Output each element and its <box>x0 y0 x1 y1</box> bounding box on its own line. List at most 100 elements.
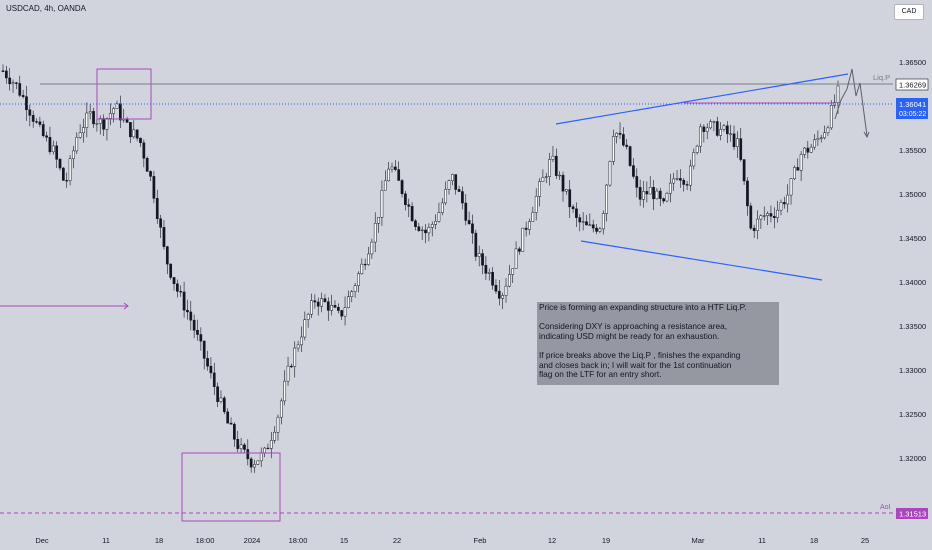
note-line: Considering DXY is approaching a resista… <box>539 321 728 332</box>
candle-body <box>303 319 307 338</box>
note-line: and closes back in; I will wait for the … <box>539 359 732 370</box>
candle-body <box>632 165 635 177</box>
candle-body <box>504 285 508 296</box>
candle-body <box>390 166 394 170</box>
candle-body <box>712 121 716 123</box>
analysis-note[interactable]: Price is forming an expanding structure … <box>537 302 779 385</box>
x-tick-label: 18 <box>810 536 818 545</box>
candle-body <box>159 218 162 228</box>
candle-body <box>541 177 545 182</box>
candle-body <box>404 193 407 205</box>
candle-body <box>393 166 397 170</box>
candle-body <box>799 154 803 171</box>
candle-body <box>51 145 55 153</box>
candle-body <box>129 122 132 138</box>
x-tick-label: 22 <box>393 536 401 545</box>
candle-body <box>746 180 749 207</box>
candle-body <box>635 176 639 188</box>
candle-body <box>682 180 686 185</box>
candle-body <box>806 147 810 153</box>
candle-body <box>370 241 374 255</box>
candle-body <box>75 137 79 152</box>
candle-body <box>648 187 652 195</box>
symbol-title[interactable]: USDCAD, 4h, OANDA <box>6 4 87 13</box>
candle-body <box>658 190 662 199</box>
candle-body <box>25 96 28 111</box>
candle-body <box>11 82 15 85</box>
lower-trendline[interactable] <box>580 240 823 281</box>
arrow-head-icon <box>123 302 129 310</box>
candle-body <box>155 198 159 219</box>
candle-body <box>447 180 451 190</box>
support-box[interactable] <box>181 452 281 522</box>
candle-body <box>769 213 773 217</box>
candle-body <box>762 215 766 217</box>
candle-body <box>585 221 588 226</box>
candle-body <box>360 263 364 274</box>
candle-body <box>705 127 709 132</box>
candle-body <box>229 422 233 425</box>
candle-body <box>692 152 696 167</box>
candle-body <box>8 77 12 85</box>
candle-body <box>420 229 424 232</box>
candle-body <box>588 224 592 226</box>
candle-body <box>528 221 531 230</box>
candle-body <box>383 180 387 191</box>
candle-body <box>739 138 743 160</box>
x-tick-label: 2024 <box>244 536 261 545</box>
candle-body <box>514 248 518 269</box>
projection-path[interactable] <box>834 68 868 137</box>
candle-body <box>444 189 448 204</box>
candle-body <box>565 189 568 192</box>
candle-body <box>618 132 622 135</box>
candle-body <box>578 217 582 223</box>
y-tick-label: 1.35500 <box>899 146 926 155</box>
resistance-box[interactable] <box>96 68 152 120</box>
candle-body <box>581 221 585 223</box>
candles <box>1 64 840 473</box>
candle-body <box>782 202 786 205</box>
candle-body <box>679 178 682 181</box>
svg-text:1.36041: 1.36041 <box>899 100 926 109</box>
y-tick-label: 1.32000 <box>899 454 926 463</box>
candle-body <box>400 180 404 195</box>
candle-body <box>199 334 203 342</box>
candle-body <box>702 126 706 132</box>
candle-body <box>296 344 300 349</box>
candle-body <box>793 167 796 179</box>
candle-body <box>766 213 769 216</box>
candle-body <box>306 313 310 320</box>
candle-body <box>58 159 62 169</box>
candle-body <box>471 223 474 234</box>
candle-body <box>715 121 719 136</box>
candle-body <box>387 168 390 182</box>
candle-body <box>1 70 5 72</box>
svg-text:1.31513: 1.31513 <box>899 510 926 519</box>
candle-body <box>819 137 823 139</box>
candle-body <box>652 187 655 200</box>
liq-price-tag: 1.36269 <box>895 78 929 91</box>
candle-body <box>48 137 52 153</box>
candle-body <box>249 458 253 468</box>
candle-body <box>142 142 146 159</box>
x-tick-label: 11 <box>102 536 110 545</box>
projection-arrow-icon <box>863 131 870 139</box>
candle-body <box>665 192 669 202</box>
y-tick-label: 1.33500 <box>899 322 926 331</box>
upper-trendline[interactable] <box>555 73 849 125</box>
candle-body <box>55 145 59 160</box>
candle-body <box>474 232 478 257</box>
currency-button[interactable]: CAD <box>894 4 924 20</box>
candle-body <box>611 136 615 162</box>
candle-body <box>772 215 776 218</box>
x-axis-labels: Dec 11 18 18:00 2024 18:00 15 22 Feb 12 19 Mar 11 18 2… <box>35 536 869 545</box>
candle-body <box>82 127 85 134</box>
candle-body <box>571 206 575 210</box>
candle-body <box>326 301 330 311</box>
candle-body <box>548 159 551 177</box>
candle-body <box>139 137 142 144</box>
candle-body <box>176 283 179 292</box>
candle-body <box>202 340 206 359</box>
note-line: Price is forming an expanding structure … <box>539 302 747 312</box>
